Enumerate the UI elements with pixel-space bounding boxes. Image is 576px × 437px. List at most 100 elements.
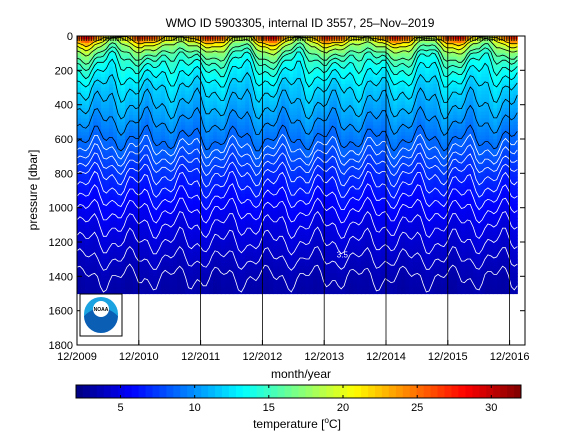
heat-cell (97, 80, 102, 85)
heat-cell (273, 286, 278, 291)
heat-cell (233, 248, 238, 253)
heat-cell (285, 204, 290, 209)
heat-cell (201, 207, 206, 212)
heat-cell (209, 221, 214, 226)
heat-cell (177, 276, 182, 281)
heat-cell (77, 245, 82, 250)
heat-cell (197, 217, 202, 222)
heat-cell (281, 217, 286, 222)
heat-cell (149, 80, 154, 85)
heat-cell (305, 266, 310, 271)
heat-cell (217, 204, 222, 209)
heat-cell (193, 135, 198, 140)
heat-cell (81, 228, 86, 233)
heat-cell (309, 80, 314, 85)
heat-cell (297, 97, 302, 102)
heat-cell (193, 101, 198, 106)
heat-cell (129, 135, 134, 140)
heat-cell (233, 36, 238, 41)
heat-cell (153, 118, 158, 123)
heat-cell (337, 224, 342, 229)
heat-cell (265, 183, 270, 188)
heat-cell (305, 73, 310, 78)
heat-cell (321, 248, 326, 253)
heat-cell (85, 231, 90, 236)
heat-cell (249, 104, 254, 109)
heat-cell (329, 60, 334, 65)
heat-cell (237, 125, 242, 130)
heat-cell (105, 56, 110, 61)
heat-cell (269, 111, 274, 116)
heat-cell (157, 73, 162, 78)
heat-cell (145, 149, 150, 154)
heat-cell (325, 46, 330, 51)
heat-cell (313, 132, 318, 137)
heat-cell (101, 224, 106, 229)
heat-cell (309, 276, 314, 281)
heat-cell (129, 87, 134, 92)
heat-cell (265, 121, 270, 126)
heat-cell (317, 221, 322, 226)
heat-cell (329, 104, 334, 109)
heat-cell (105, 70, 110, 75)
heat-cell (137, 156, 142, 161)
heat-cell (193, 266, 198, 271)
heat-cell (221, 207, 226, 212)
heat-cell (89, 176, 94, 181)
heat-cell (321, 169, 326, 174)
heat-cell (337, 97, 342, 102)
heat-cell (257, 73, 262, 78)
heat-cell (165, 39, 170, 44)
heat-cell (173, 159, 178, 164)
heat-cell (225, 125, 230, 130)
heat-cell (249, 53, 254, 58)
heat-cell (241, 272, 246, 277)
heat-cell (129, 242, 134, 247)
heat-cell (273, 77, 278, 82)
heat-cell (269, 87, 274, 92)
heat-cell (265, 104, 270, 109)
heat-cell (277, 286, 282, 291)
heat-cell (325, 142, 330, 147)
heat-cell (329, 286, 334, 291)
heat-cell (129, 80, 134, 85)
heat-cell (153, 183, 158, 188)
heat-cell (293, 272, 298, 277)
heat-cell (257, 176, 262, 181)
heat-cell (221, 204, 226, 209)
heat-cell (301, 238, 306, 243)
heat-cell (237, 121, 242, 126)
heat-cell (297, 279, 302, 284)
heat-cell (93, 283, 98, 288)
heat-cell (193, 121, 198, 126)
heat-cell (229, 77, 234, 82)
heat-cell (305, 279, 310, 284)
heat-cell (257, 145, 262, 150)
heat-cell (341, 60, 346, 65)
heat-cell (249, 248, 254, 253)
heat-cell (221, 84, 226, 89)
heat-cell (105, 87, 110, 92)
heat-cell (185, 272, 190, 277)
heat-cell (161, 128, 166, 133)
heat-cell (105, 73, 110, 78)
heat-cell (141, 242, 146, 247)
heat-cell (205, 77, 210, 82)
heat-cell (121, 283, 126, 288)
heat-cell (289, 90, 294, 95)
heat-cell (169, 180, 174, 185)
heat-cell (145, 242, 150, 247)
heat-cell (125, 114, 130, 119)
heat-cell (153, 217, 158, 222)
heat-cell (173, 272, 178, 277)
heat-cell (181, 211, 186, 216)
heat-cell (109, 290, 114, 295)
heat-cell (93, 197, 98, 202)
heat-cell (237, 228, 242, 233)
heat-cell (125, 255, 130, 260)
heat-cell (317, 214, 322, 219)
heat-cell (341, 173, 346, 178)
heat-cell (77, 101, 82, 106)
heat-cell (277, 101, 282, 106)
heat-cell (277, 245, 282, 250)
